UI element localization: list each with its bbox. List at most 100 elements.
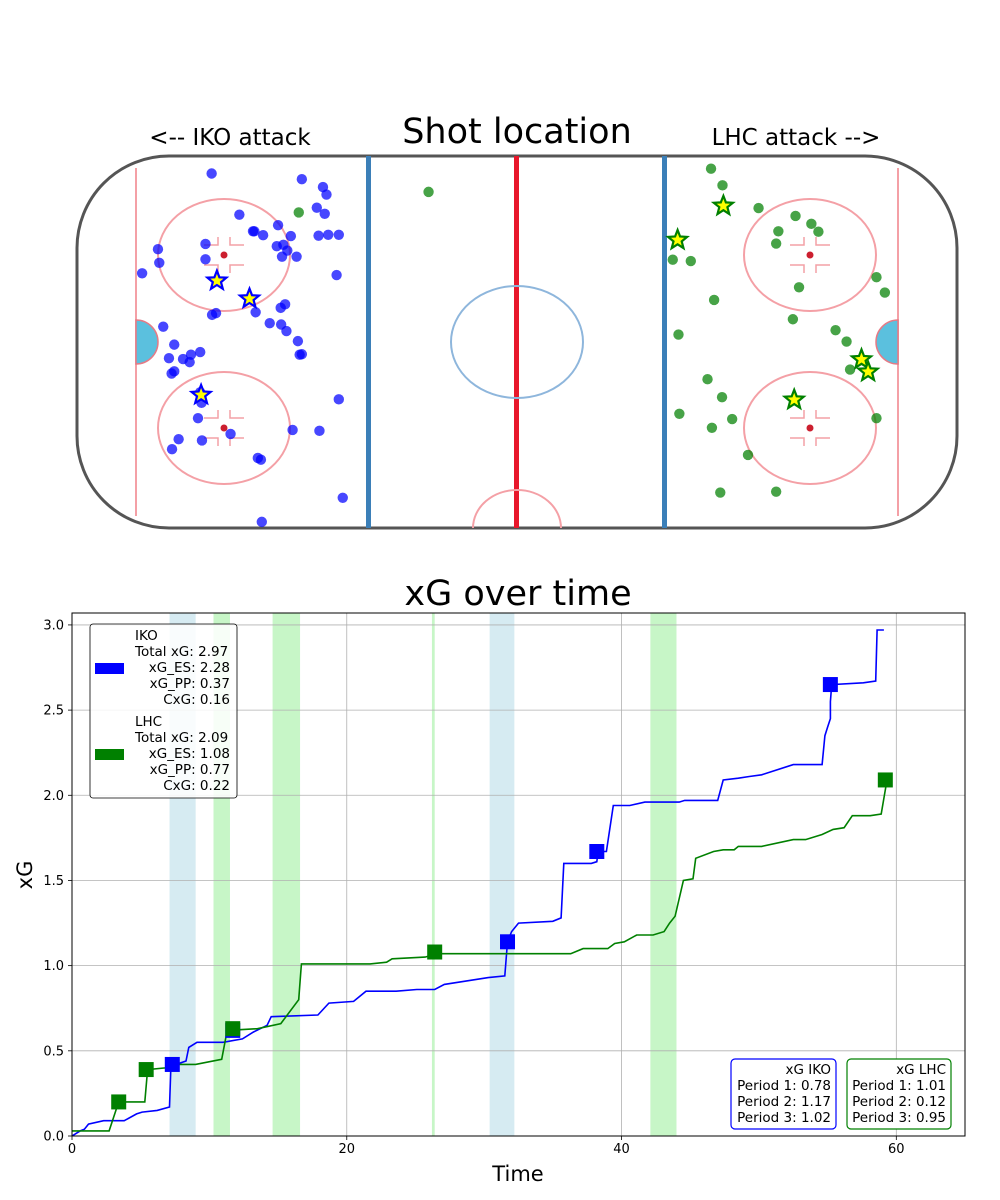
shot-iko-4	[234, 209, 245, 220]
shot-iko-14	[200, 238, 211, 250]
shot-lhc-23	[674, 408, 685, 419]
shot-iko-23	[136, 268, 148, 279]
shot-iko-49	[314, 425, 325, 437]
tick-label-y-0: 0.0	[43, 1130, 64, 1145]
shot-lhc-4	[753, 202, 764, 214]
plot-frame	[71, 612, 966, 1137]
goal-marker-lhc-4	[877, 772, 893, 788]
shot-iko-36	[264, 317, 275, 329]
shot-iko-55	[166, 444, 178, 455]
goal-marker-lhc-0	[111, 1094, 127, 1110]
shot-iko-1	[296, 173, 308, 185]
legend-iko-team: IKO	[135, 628, 158, 644]
shot-iko-12	[285, 230, 297, 242]
shot-iko-18	[323, 229, 334, 240]
shot-lhc-27	[770, 486, 782, 497]
goal-lhc-2	[849, 346, 874, 371]
tick-label-x-0: 0	[68, 1142, 76, 1157]
goal-lhc-4	[781, 386, 807, 411]
shot-iko-29	[275, 302, 286, 314]
shot-lhc-15	[708, 294, 720, 306]
shot-iko-20	[200, 254, 211, 265]
pp-band-lhc-2	[272, 613, 301, 1136]
shot-lhc-0	[293, 207, 304, 218]
shot-iko-21	[276, 251, 288, 262]
tick-label-y-3: 3.0	[43, 618, 64, 633]
shot-lhc-5	[790, 210, 801, 222]
shot-lhc-8	[773, 226, 784, 237]
faceoff-dots	[220, 251, 814, 432]
shot-lhc-20	[844, 364, 856, 375]
legend-lhc-cxg: CxG: 0.22	[163, 778, 230, 794]
shot-lhc-24	[706, 422, 718, 433]
shot-iko-15	[271, 240, 282, 252]
goal-marker-lhc-2	[225, 1021, 241, 1037]
goal-iko-1	[237, 285, 262, 310]
shot-lhc-26	[726, 413, 738, 425]
shot-markers	[136, 163, 891, 528]
xg-line-lhc	[72, 781, 888, 1132]
legend-iko-es: xG_ES: 2.28	[149, 660, 230, 676]
shot-iko-9	[257, 230, 269, 241]
rink-title: Shot location	[402, 112, 632, 152]
shot-iko-25	[331, 269, 342, 281]
shot-lhc-16	[787, 314, 799, 325]
shot-lhc-25	[871, 412, 882, 424]
legend-lhc-team: LHC	[135, 714, 162, 730]
shot-iko-43	[184, 356, 195, 368]
legend-iko-cxg: CxG: 0.16	[163, 692, 230, 708]
shot-iko-50	[192, 412, 204, 424]
pp-band-lhc-5	[650, 613, 677, 1136]
faceoff-circle-ur	[743, 198, 877, 312]
center-faceoff-circle	[450, 285, 584, 399]
shot-lhc-12	[871, 272, 882, 283]
shot-iko-33	[206, 309, 218, 321]
tick-label-x-60: 60	[888, 1142, 905, 1157]
shot-iko-19	[333, 229, 344, 240]
shot-lhc-19	[841, 336, 852, 347]
goal-lhc-3	[855, 358, 881, 383]
shot-iko-53	[255, 454, 267, 465]
period-lhc-title: xG LHC	[896, 1062, 946, 1078]
shot-iko-58	[225, 428, 236, 440]
shot-iko-6	[319, 208, 330, 219]
tick-label-y-2: 2.0	[43, 789, 64, 804]
goal-marker-iko-0	[164, 1056, 180, 1072]
legend-lhc-es: xG_ES: 1.08	[149, 746, 230, 762]
shot-lhc-10	[667, 254, 678, 265]
shot-iko-48	[333, 394, 344, 405]
power-play-bands	[169, 613, 677, 1136]
faceoff-circle-lr	[743, 371, 877, 485]
goal-markers	[111, 677, 893, 1110]
period-lhc-p3: Period 3: 0.95	[852, 1110, 946, 1126]
faceoff-circle-ul	[157, 198, 291, 312]
shot-lhc-7	[813, 226, 824, 237]
pp-band-iko-4	[489, 613, 515, 1136]
shot-lhc-22	[716, 391, 728, 403]
period-iko-p3: Period 3: 1.02	[737, 1110, 831, 1126]
shot-iko-57	[256, 516, 267, 528]
shot-lhc-28	[715, 487, 726, 498]
right-goal-crease	[875, 319, 899, 365]
shot-iko-22	[154, 257, 165, 268]
shot-lhc-29	[742, 449, 754, 461]
shot-iko-5	[311, 202, 322, 213]
goal-lhc-1	[665, 226, 690, 251]
center-red-line	[514, 156, 519, 528]
tick-label-y-2.5: 2.5	[43, 704, 64, 719]
legend: IKO Total xG: 2.97 xG_ES: 2.28 xG_PP: 0.…	[89, 623, 238, 799]
shot-iko-7	[272, 219, 284, 231]
period-lhc-p2: Period 2: 0.12	[852, 1094, 946, 1110]
goal-marker-iko-3	[589, 844, 605, 860]
tick-label-x-20: 20	[338, 1142, 355, 1157]
rink	[75, 154, 959, 530]
shot-lhc-6	[806, 218, 817, 230]
shot-iko-44	[169, 366, 180, 377]
shot-iko-28	[158, 321, 169, 332]
legend-iko-pp: xG_PP: 0.37	[150, 676, 230, 692]
shot-lhc-1	[423, 186, 434, 198]
period-iko-title: xG IKO	[786, 1062, 831, 1078]
legend-swatch-iko	[95, 663, 124, 674]
left-blue-line	[366, 156, 371, 528]
